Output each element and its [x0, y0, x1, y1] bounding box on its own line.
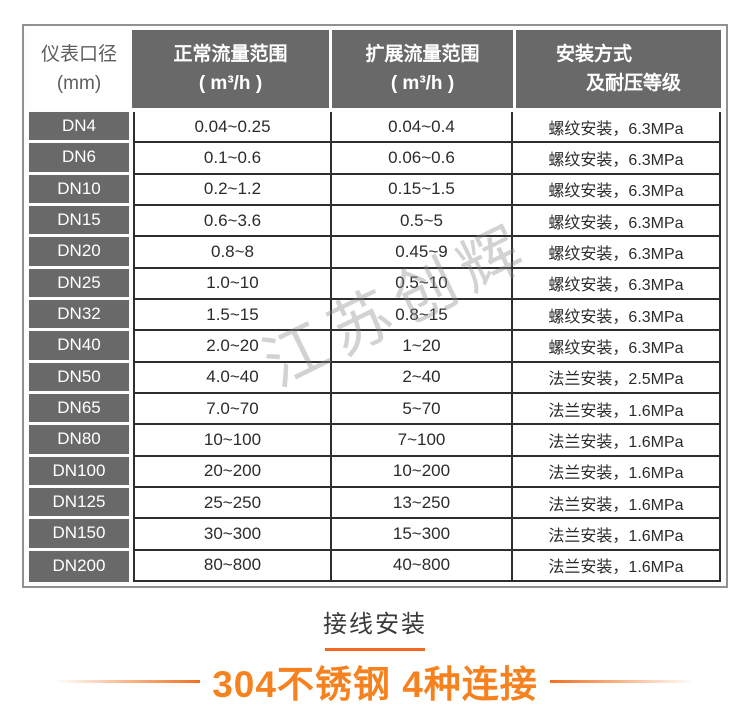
- cell-extended-range: 1~20: [330, 331, 511, 363]
- cell-dn-label: DN125: [29, 487, 129, 517]
- cell-extended-range: 5~70: [330, 393, 511, 426]
- cell-installation: 法兰安装，1.6MPa: [511, 487, 721, 520]
- header-normal-range: 正常流量范围 ( m³/h ): [132, 30, 329, 108]
- table-header-row: 仪表口径 (mm) 正常流量范围 ( m³/h ) 扩展流量范围 ( m³/h …: [29, 30, 721, 108]
- cell-installation: 螺纹安装，6.3MPa: [511, 237, 721, 269]
- cell-extended-range: 15~300: [330, 519, 511, 551]
- header-installation-line1: 安装方式: [555, 43, 632, 65]
- cell-normal-range: 0.2~1.2: [133, 174, 330, 206]
- cell-extended-range: 0.15~1.5: [330, 174, 511, 206]
- table-row: DN200 80~800 40~800 法兰安装，1.6MPa: [29, 550, 721, 582]
- cell-installation: 螺纹安装，6.3MPa: [511, 205, 721, 238]
- header-extended-range: 扩展流量范围 ( m³/h ): [332, 30, 513, 108]
- flow-spec-table: 仪表口径 (mm) 正常流量范围 ( m³/h ) 扩展流量范围 ( m³/h …: [22, 24, 728, 588]
- headline-text: 304不锈钢 4种连接: [212, 664, 538, 705]
- header-normal-range-line1: 正常流量范围: [173, 43, 288, 65]
- cell-dn-label: DN20: [29, 237, 129, 266]
- cell-dn-label: DN32: [29, 299, 129, 329]
- cell-dn-label: DN10: [29, 174, 129, 203]
- header-diameter: 仪表口径 (mm): [29, 30, 129, 108]
- header-installation: 安装方式 及耐压等级: [516, 30, 721, 108]
- cell-dn-label: DN4: [29, 112, 129, 141]
- table-row: DN10 0.2~1.2 0.15~1.5 螺纹安装，6.3MPa: [29, 174, 721, 206]
- cell-dn-label: DN15: [29, 205, 129, 235]
- table-row: DN32 1.5~15 0.8~15 螺纹安装，6.3MPa: [29, 299, 721, 332]
- table-row: DN50 4.0~40 2~40 法兰安装，2.5MPa: [29, 362, 721, 394]
- cell-normal-range: 4.0~40: [133, 362, 330, 394]
- table-row: DN4 0.04~0.25 0.04~0.4 螺纹安装，6.3MPa: [29, 112, 721, 144]
- cell-extended-range: 0.06~0.6: [330, 143, 511, 175]
- cell-dn-label: DN25: [29, 268, 129, 297]
- cell-installation: 法兰安装，1.6MPa: [511, 550, 721, 582]
- table-row: DN25 1.0~10 0.5~10 螺纹安装，6.3MPa: [29, 268, 721, 300]
- table-row: DN15 0.6~3.6 0.5~5 螺纹安装，6.3MPa: [29, 205, 721, 238]
- table-row: DN80 10~100 7~100 法兰安装，1.6MPa: [29, 425, 721, 457]
- cell-normal-range: 1.0~10: [133, 268, 330, 300]
- cell-normal-range: 20~200: [133, 456, 330, 488]
- cell-normal-range: 30~300: [133, 519, 330, 551]
- cell-installation: 螺纹安装，6.3MPa: [511, 268, 721, 300]
- section-divider-bar: [325, 648, 425, 651]
- cell-installation: 法兰安装，1.6MPa: [511, 456, 721, 488]
- cell-dn-label: DN6: [29, 143, 129, 172]
- cell-extended-range: 40~800: [330, 550, 511, 582]
- cell-normal-range: 2.0~20: [133, 331, 330, 363]
- cell-normal-range: 1.5~15: [133, 299, 330, 332]
- cell-normal-range: 80~800: [133, 550, 330, 582]
- cell-installation: 螺纹安装，6.3MPa: [511, 112, 721, 144]
- cell-dn-label: DN80: [29, 425, 129, 454]
- headline-row: 304不锈钢 4种连接: [0, 654, 750, 708]
- table-row: DN125 25~250 13~250 法兰安装，1.6MPa: [29, 487, 721, 520]
- header-normal-range-line2: ( m³/h ): [198, 73, 263, 94]
- header-diameter-line2: (mm): [56, 73, 102, 94]
- table-row: DN65 7.0~70 5~70 法兰安装，1.6MPa: [29, 393, 721, 426]
- cell-extended-range: 0.5~5: [330, 205, 511, 238]
- cell-normal-range: 0.6~3.6: [133, 205, 330, 238]
- cell-extended-range: 2~40: [330, 362, 511, 394]
- header-diameter-line1: 仪表口径: [40, 43, 117, 65]
- cell-extended-range: 10~200: [330, 456, 511, 488]
- cell-normal-range: 0.8~8: [133, 237, 330, 269]
- cell-normal-range: 7.0~70: [133, 393, 330, 426]
- table-row: DN6 0.1~0.6 0.06~0.6 螺纹安装，6.3MPa: [29, 143, 721, 175]
- cell-installation: 螺纹安装，6.3MPa: [511, 143, 721, 175]
- section-label: 接线安装: [323, 611, 427, 638]
- cell-normal-range: 10~100: [133, 425, 330, 457]
- table-row: DN20 0.8~8 0.45~9 螺纹安装，6.3MPa: [29, 237, 721, 269]
- cell-extended-range: 7~100: [330, 425, 511, 457]
- cell-normal-range: 25~250: [133, 487, 330, 520]
- headline-right-line: [549, 679, 695, 683]
- table-row: DN100 20~200 10~200 法兰安装，1.6MPa: [29, 456, 721, 488]
- cell-dn-label: DN50: [29, 362, 129, 391]
- cell-normal-range: 0.04~0.25: [133, 112, 330, 144]
- cell-extended-range: 0.04~0.4: [330, 112, 511, 144]
- header-installation-text: 安装方式 及耐压等级: [556, 40, 681, 99]
- cell-normal-range: 0.1~0.6: [133, 143, 330, 175]
- cell-dn-label: DN40: [29, 331, 129, 360]
- header-extended-range-line1: 扩展流量范围: [365, 43, 480, 65]
- header-installation-line2: 及耐压等级: [585, 73, 681, 94]
- cell-installation: 螺纹安装，6.3MPa: [511, 299, 721, 332]
- headline-left-line: [55, 679, 201, 683]
- cell-extended-range: 0.45~9: [330, 237, 511, 269]
- table-body: DN4 0.04~0.25 0.04~0.4 螺纹安装，6.3MPa DN6 0…: [29, 112, 721, 582]
- cell-dn-label: DN200: [29, 550, 129, 582]
- cell-dn-label: DN100: [29, 456, 129, 485]
- cell-extended-range: 0.8~15: [330, 299, 511, 332]
- cell-dn-label: DN150: [29, 519, 129, 548]
- cell-extended-range: 13~250: [330, 487, 511, 520]
- cell-installation: 螺纹安装，6.3MPa: [511, 331, 721, 363]
- cell-installation: 法兰安装，1.6MPa: [511, 393, 721, 426]
- cell-installation: 法兰安装，2.5MPa: [511, 362, 721, 394]
- cell-installation: 螺纹安装，6.3MPa: [511, 174, 721, 206]
- header-extended-range-line2: ( m³/h ): [390, 73, 455, 94]
- cell-extended-range: 0.5~10: [330, 268, 511, 300]
- cell-dn-label: DN65: [29, 393, 129, 423]
- table-row: DN150 30~300 15~300 法兰安装，1.6MPa: [29, 519, 721, 551]
- table-row: DN40 2.0~20 1~20 螺纹安装，6.3MPa: [29, 331, 721, 363]
- cell-installation: 法兰安装，1.6MPa: [511, 425, 721, 457]
- cell-installation: 法兰安装，1.6MPa: [511, 519, 721, 551]
